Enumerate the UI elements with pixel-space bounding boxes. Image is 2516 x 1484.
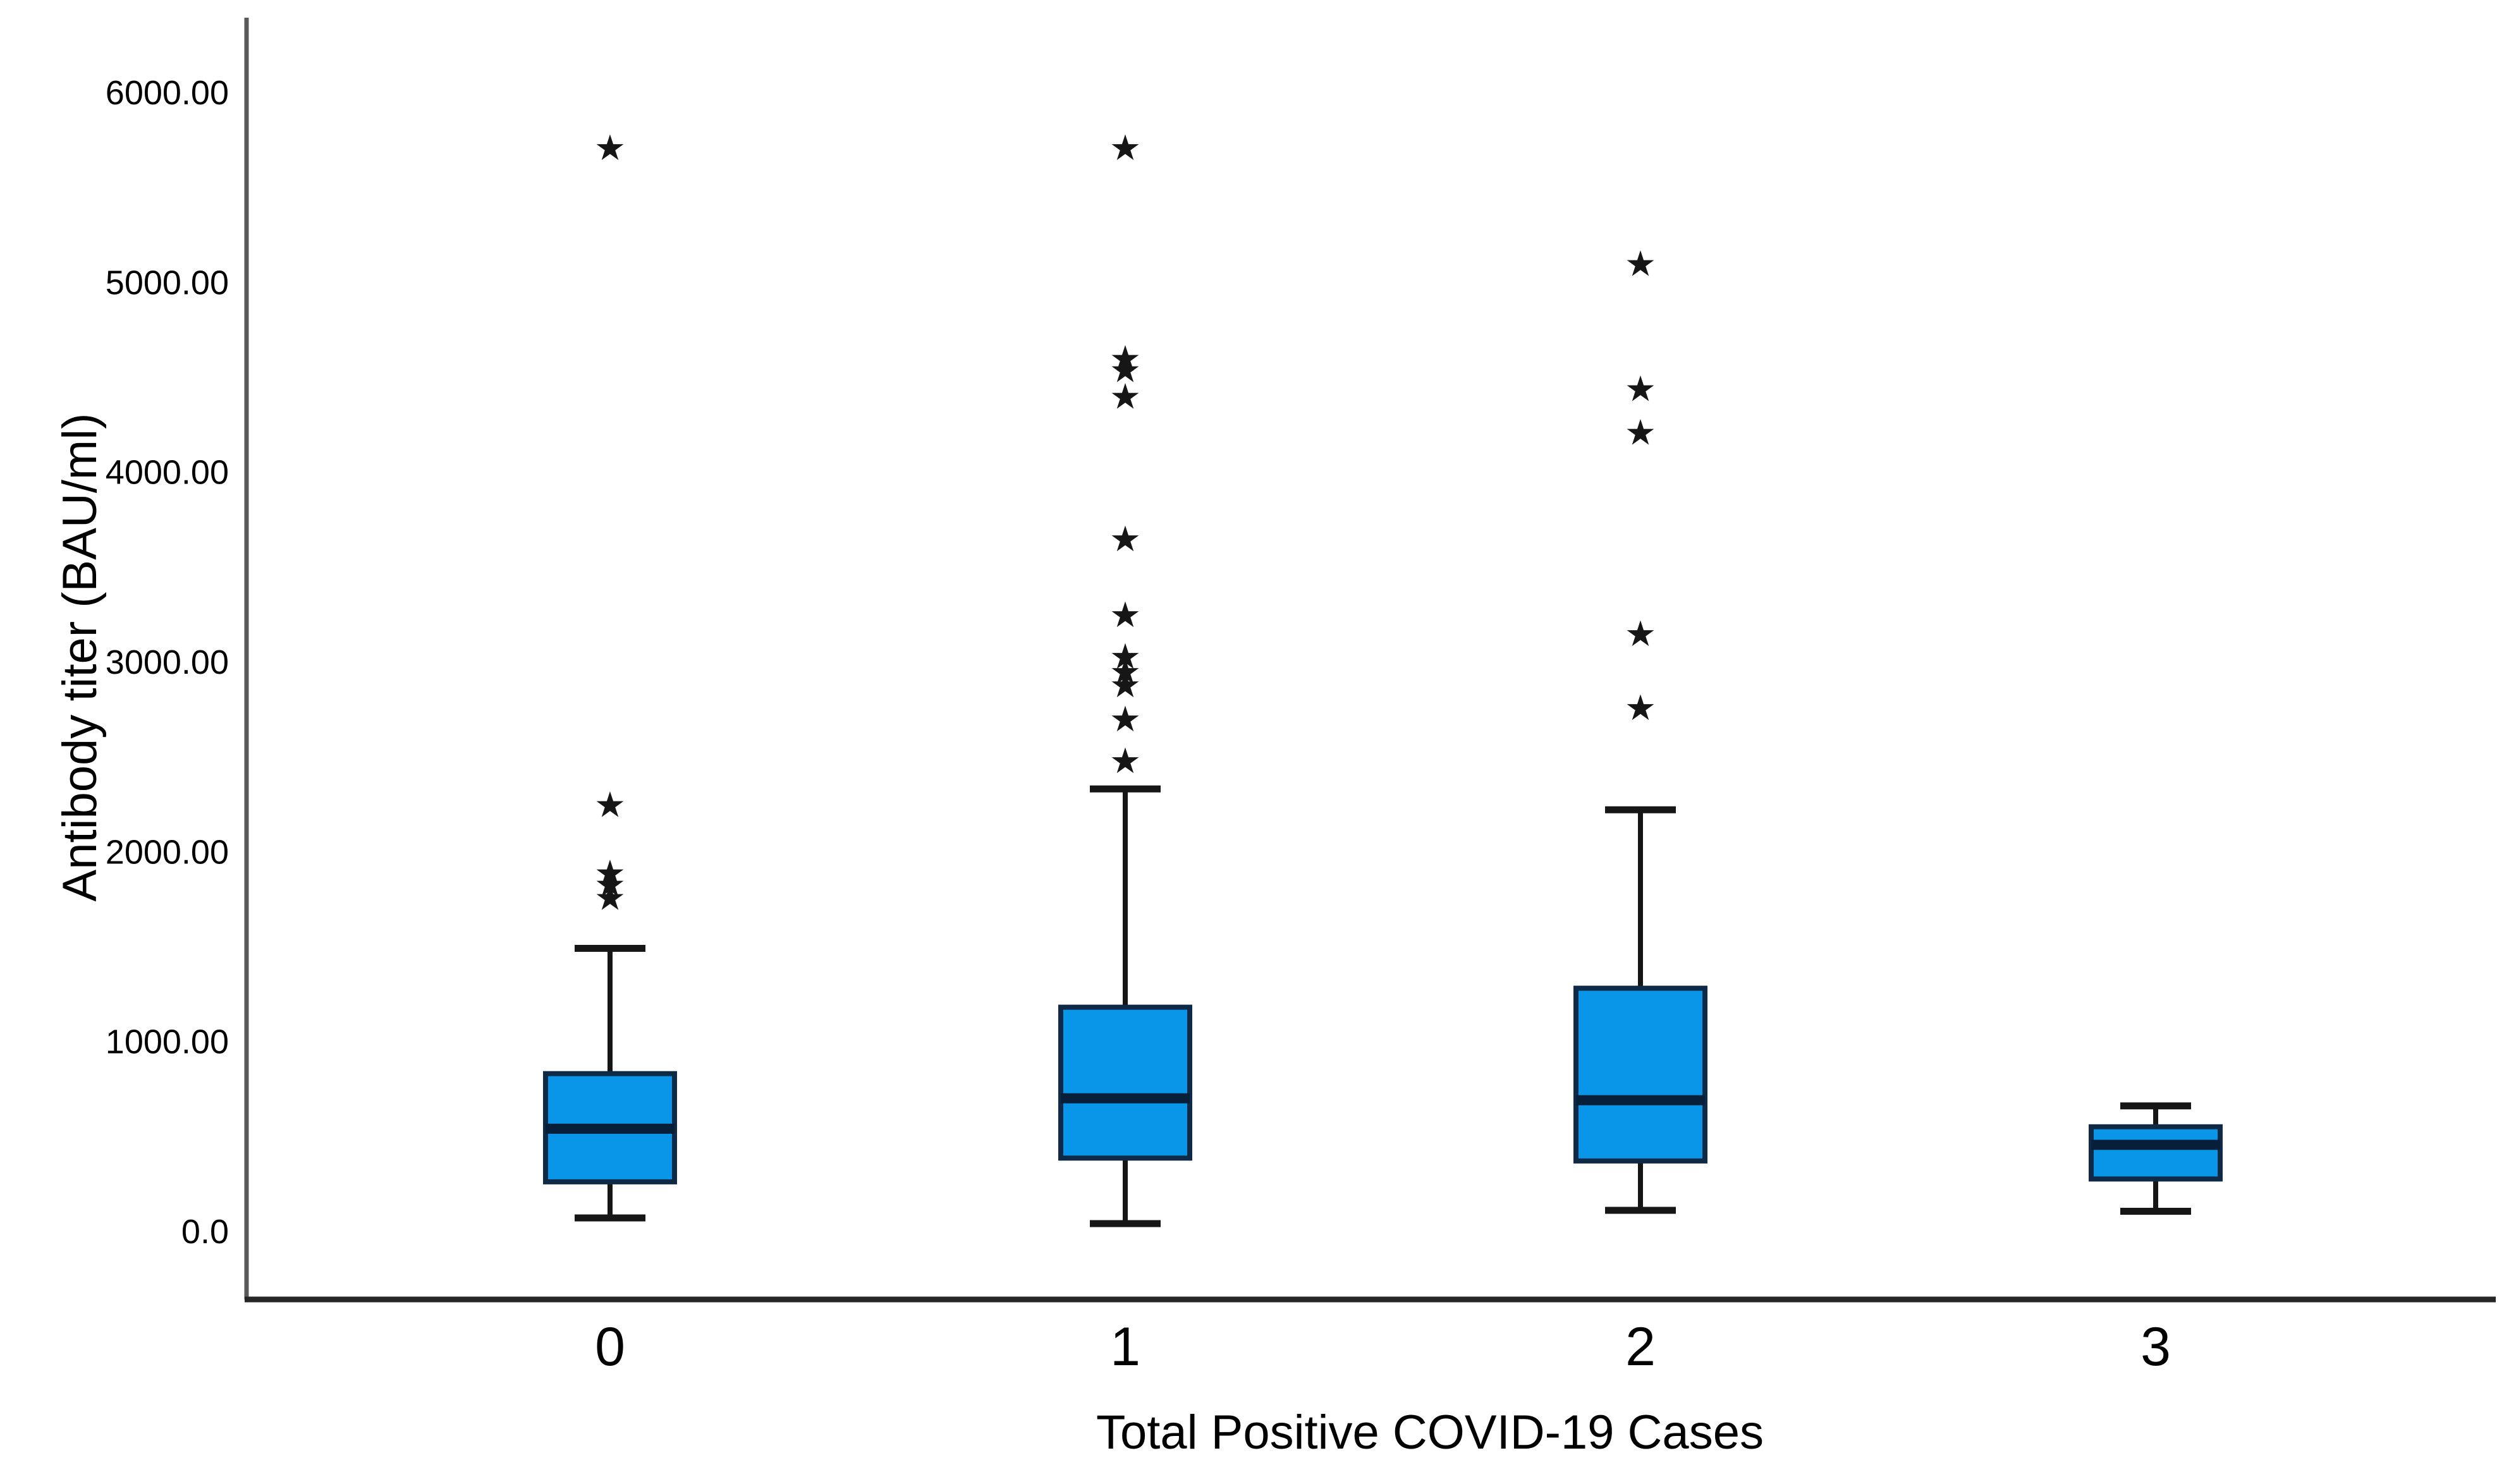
x-tick-label: 0 xyxy=(595,1317,625,1377)
boxplot-group-1: ★★★★★★★★★★★ xyxy=(1058,128,1192,1227)
outlier-star-marker[interactable]: ★ xyxy=(1625,413,1656,454)
y-axis-title: Antibody titer (BAU/ml) xyxy=(53,413,107,902)
outlier-star-marker[interactable]: ★ xyxy=(1109,350,1141,391)
y-tick-label: 0.0 xyxy=(181,1213,229,1251)
outlier-star-marker[interactable]: ★ xyxy=(594,853,626,894)
boxplot-group-0: ★★★★★ xyxy=(543,128,677,1222)
outlier-star-marker[interactable]: ★ xyxy=(1109,699,1141,740)
y-tick-label: 4000.00 xyxy=(106,454,229,492)
outlier-star-marker[interactable]: ★ xyxy=(1625,369,1656,410)
outlier-star-marker[interactable]: ★ xyxy=(1109,595,1141,636)
y-tick-label: 1000.00 xyxy=(106,1023,229,1061)
x-tick-label: 1 xyxy=(1110,1317,1140,1377)
outlier-star-marker[interactable]: ★ xyxy=(1109,128,1141,169)
outlier-star-marker[interactable]: ★ xyxy=(594,128,626,169)
x-tick-label: 3 xyxy=(2140,1317,2171,1377)
outlier-star-marker[interactable]: ★ xyxy=(594,864,626,905)
y-tick-label: 2000.00 xyxy=(106,833,229,871)
outlier-star-marker[interactable]: ★ xyxy=(1109,665,1141,706)
outlier-star-marker[interactable]: ★ xyxy=(1625,243,1656,284)
y-tick-label: 6000.00 xyxy=(106,74,229,112)
y-tick-label: 5000.00 xyxy=(106,264,229,301)
y-tick-label: 3000.00 xyxy=(106,643,229,681)
iqr-box[interactable] xyxy=(2089,1124,2223,1182)
x-tick-label: 2 xyxy=(1625,1317,1656,1377)
outlier-star-marker[interactable]: ★ xyxy=(1625,688,1656,729)
outlier-star-marker[interactable]: ★ xyxy=(1109,652,1141,693)
iqr-box[interactable] xyxy=(1058,1004,1192,1161)
outlier-star-marker[interactable]: ★ xyxy=(1109,519,1141,560)
boxplot-group-3 xyxy=(2089,1102,2223,1215)
outlier-star-marker[interactable]: ★ xyxy=(1109,377,1141,418)
outlier-star-marker[interactable]: ★ xyxy=(1109,636,1141,678)
iqr-box[interactable] xyxy=(1573,985,1707,1164)
outlier-star-marker[interactable]: ★ xyxy=(1109,741,1141,782)
boxplot-group-2: ★★★★★ xyxy=(1573,243,1707,1214)
outlier-star-marker[interactable]: ★ xyxy=(594,784,626,825)
outlier-star-marker[interactable]: ★ xyxy=(1109,338,1141,379)
outlier-star-marker[interactable]: ★ xyxy=(1625,614,1656,655)
outlier-star-marker[interactable]: ★ xyxy=(594,877,626,918)
x-axis-title: Total Positive COVID-19 Cases xyxy=(1096,1406,1764,1459)
